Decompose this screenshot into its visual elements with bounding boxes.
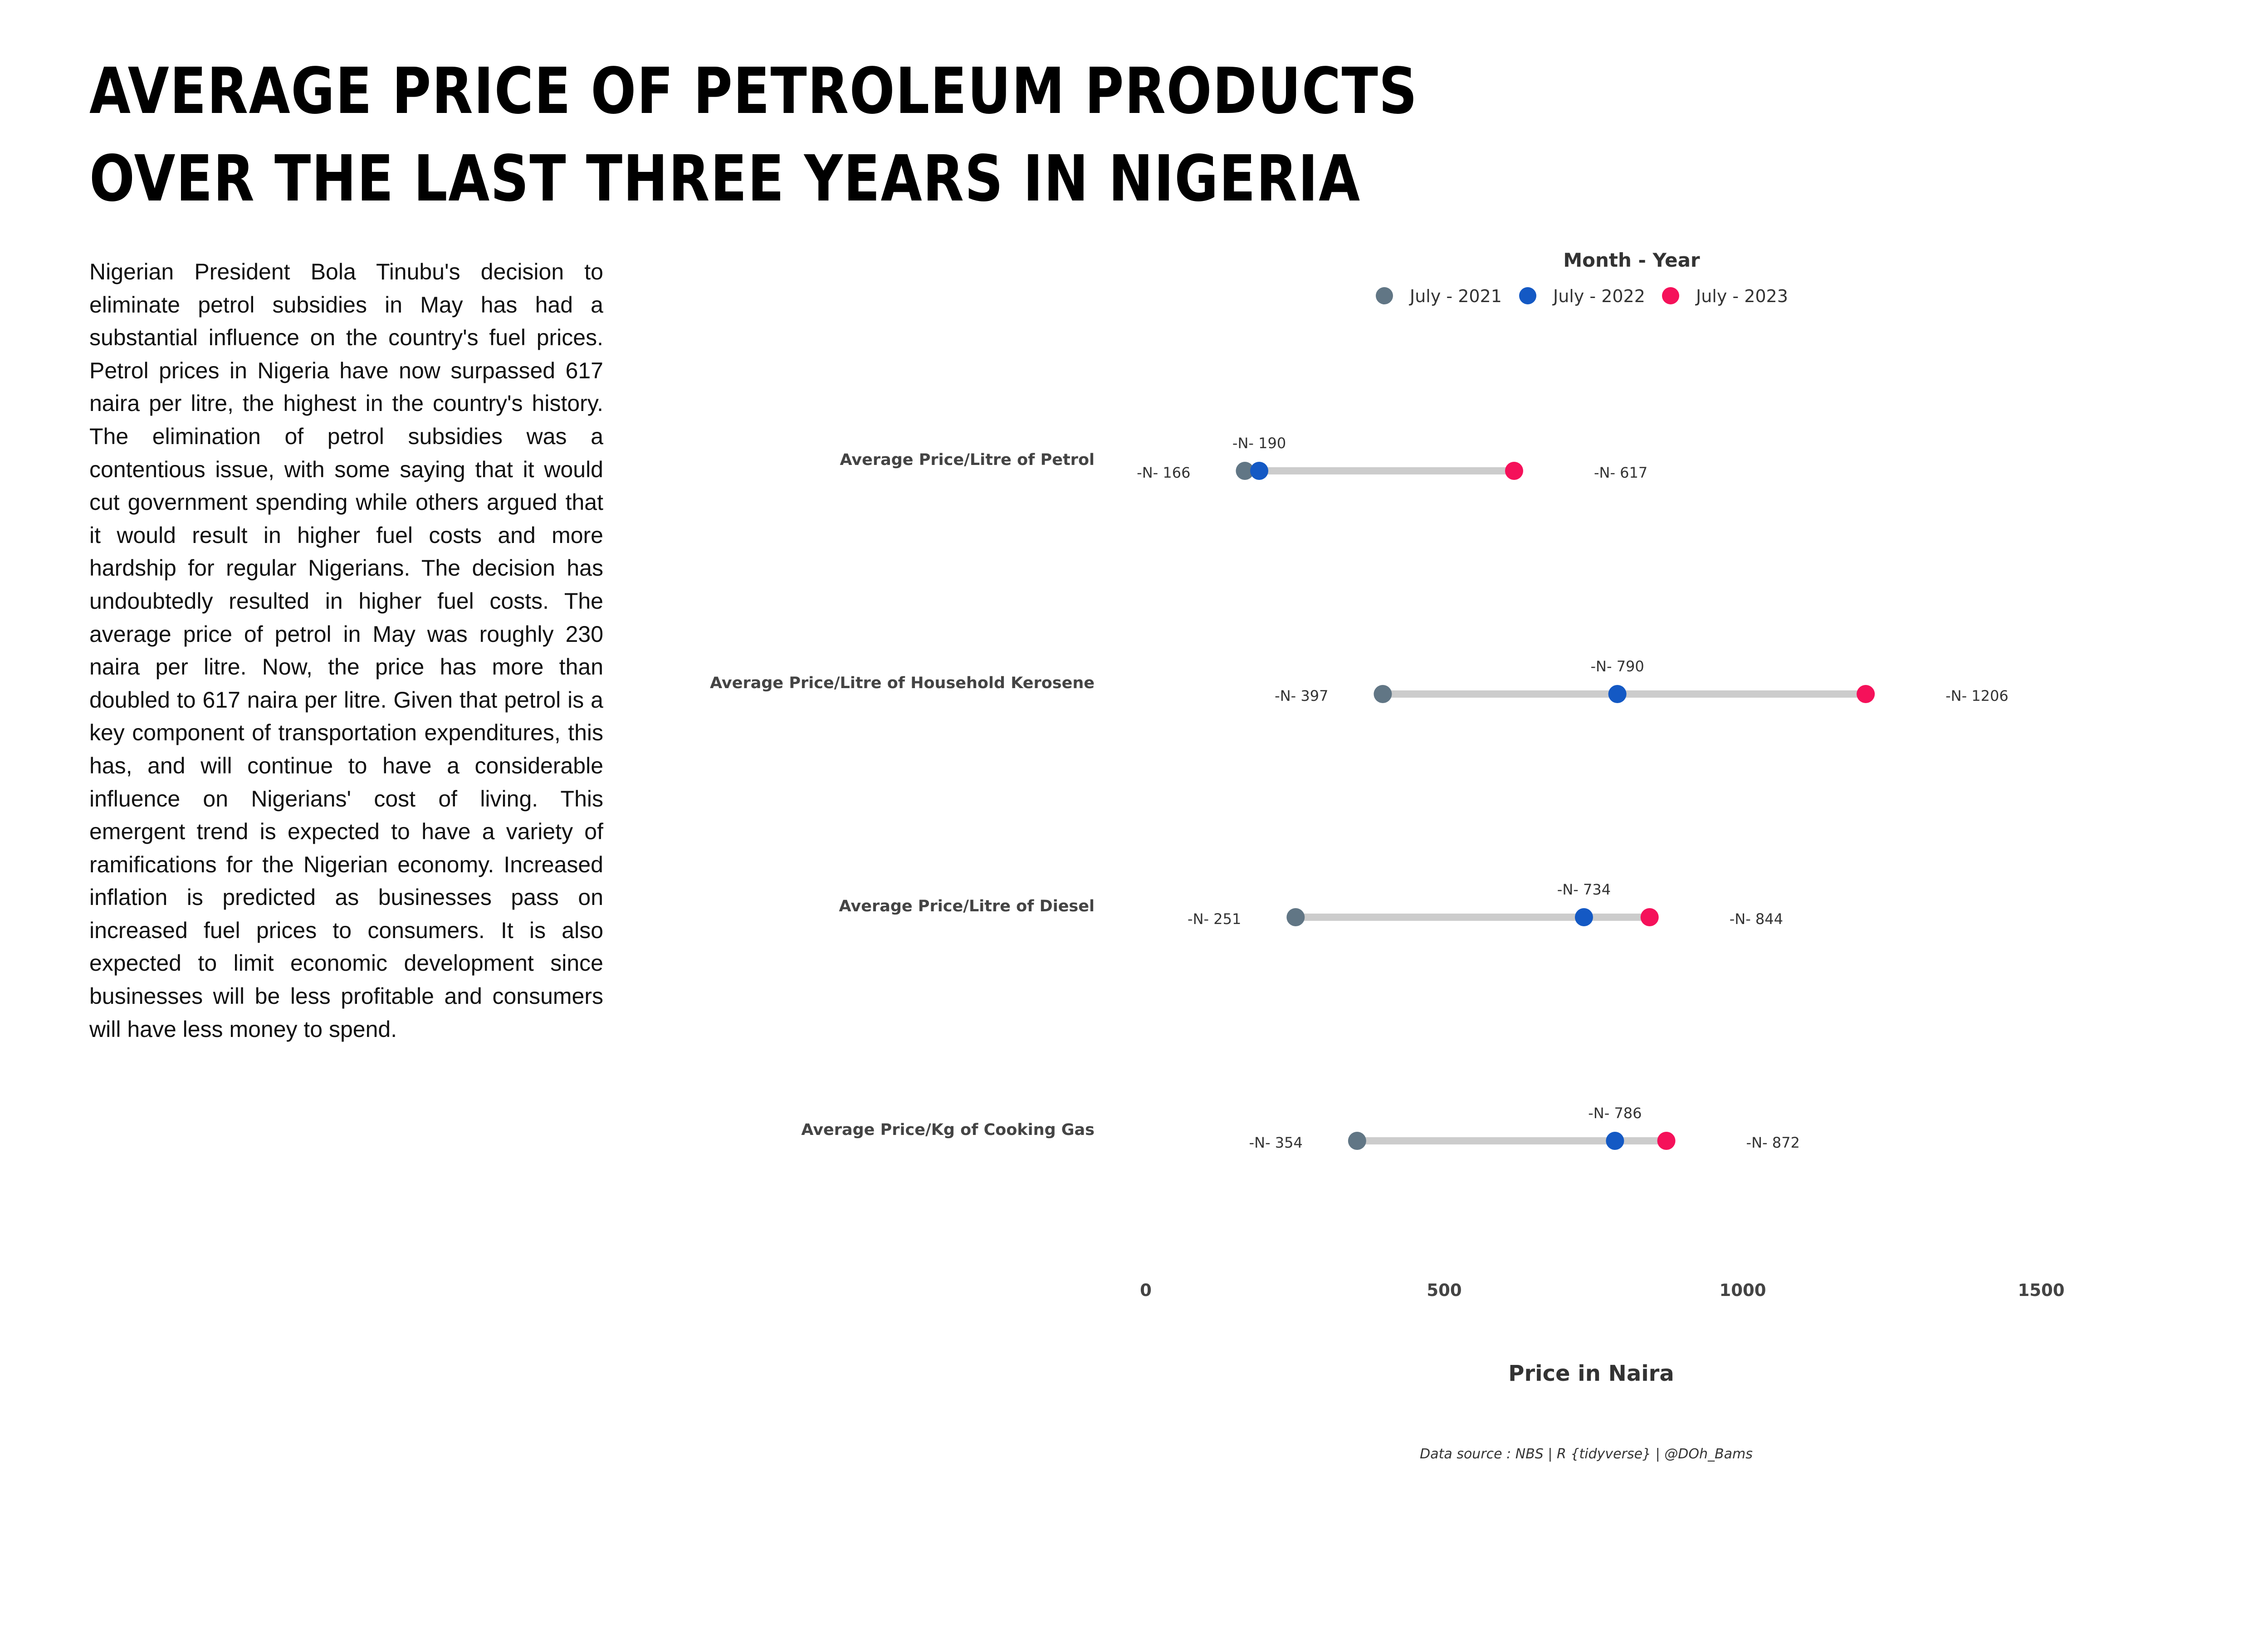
legend: Month - Year July - 2021 July - 2022 July … [1376,249,1788,306]
value-label-2: -N- 790 [1590,658,1644,675]
point-1 [1286,908,1305,926]
legend-item-2: July - 2022 [1519,286,1645,306]
chart-rows: Average Price/Litre of Petrol -N- 166 -N- … [710,435,2009,1151]
x-tick-label: 1500 [2018,1281,2065,1300]
x-tick-label: 0 [1140,1281,1152,1300]
legend-label-3: July - 2023 [1695,286,1788,306]
category-label: Average Price/Litre of Household Kerosen… [710,674,1095,692]
legend-swatch-2 [1519,287,1536,304]
title-line-2: OVER THE LAST THREE YEARS IN NIGERIA [89,142,1361,216]
category-label: Average Price/Litre of Diesel [839,897,1095,915]
value-label-1: -N- 354 [1249,1134,1303,1151]
point-1 [1236,462,1254,480]
category-label: Average Price/Litre of Petrol [840,451,1095,469]
legend-swatch-1 [1376,287,1393,304]
intro-paragraph: Nigerian President Bola Tinubu's decisio… [89,259,603,1042]
data-source-caption: Data source : NBS | R {tidyverse} | @DOh… [1420,1446,1753,1462]
point-3 [1857,685,1875,703]
title-line-1: AVERAGE PRICE OF PETROLEUM PRODUCTS [89,54,1418,128]
point-1 [1374,685,1392,703]
point-3 [1657,1132,1676,1150]
row-2: Average Price/Litre of Household Kerosen… [710,658,2009,704]
value-label-2: -N- 734 [1557,881,1611,898]
value-label-3: -N- 1206 [1945,687,2009,704]
point-2 [1250,462,1269,480]
x-axis-label: Price in Naira [1508,1361,1674,1386]
point-2 [1606,1132,1624,1150]
value-label-1: -N- 166 [1137,464,1190,481]
value-label-3: -N- 844 [1730,910,1783,928]
value-label-1: -N- 251 [1188,910,1241,928]
legend-item-3: July - 2023 [1662,286,1788,306]
category-label: Average Price/Kg of Cooking Gas [801,1121,1095,1139]
value-label-2: -N- 786 [1588,1105,1642,1122]
value-label-3: -N- 872 [1746,1134,1800,1151]
x-axis: 0 500 1000 1500 [1140,1281,2064,1300]
point-3 [1640,908,1659,926]
legend-label-1: July - 2021 [1409,286,1502,306]
point-3 [1505,462,1523,480]
legend-title: Month - Year [1563,249,1700,271]
value-label-2: -N- 190 [1232,435,1286,452]
x-tick-label: 500 [1427,1281,1461,1300]
point-2 [1574,908,1593,926]
point-2 [1608,685,1627,703]
point-1 [1348,1132,1366,1150]
legend-swatch-3 [1662,287,1679,304]
row-1: Average Price/Litre of Petrol -N- 166 -N- … [840,435,1647,481]
value-label-3: -N- 617 [1594,464,1647,481]
row-4: Average Price/Kg of Cooking Gas -N- 354 -N… [801,1105,1799,1151]
legend-label-2: July - 2022 [1552,286,1645,306]
page-title: AVERAGE PRICE OF PETROLEUM PRODUCTS OVER… [89,48,1418,223]
value-label-1: -N- 397 [1275,687,1328,704]
legend-item-1: July - 2021 [1376,286,1502,306]
row-3: Average Price/Litre of Diesel -N- 251 -N- … [839,881,1783,928]
x-tick-label: 1000 [1720,1281,1766,1300]
